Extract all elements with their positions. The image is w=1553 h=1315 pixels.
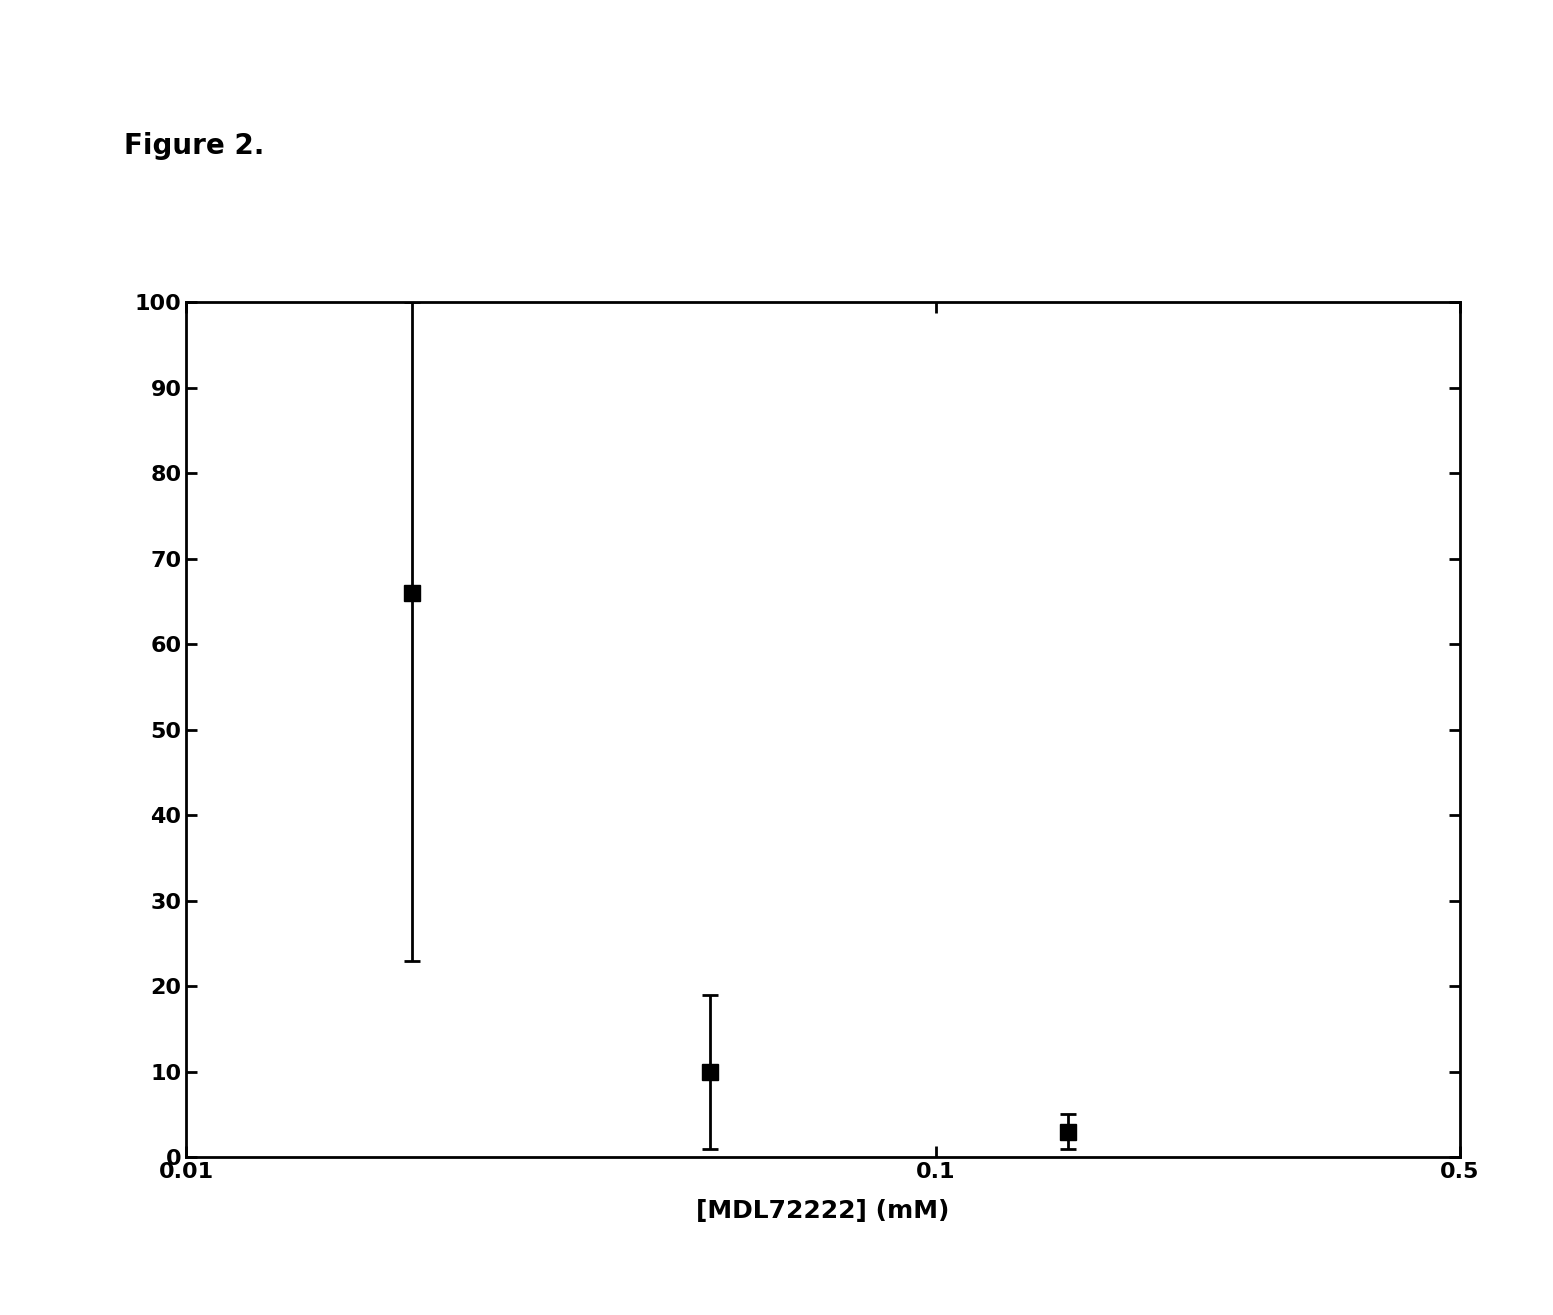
Text: Figure 2.: Figure 2. (124, 132, 264, 159)
X-axis label: [MDL72222] (mM): [MDL72222] (mM) (696, 1199, 950, 1223)
